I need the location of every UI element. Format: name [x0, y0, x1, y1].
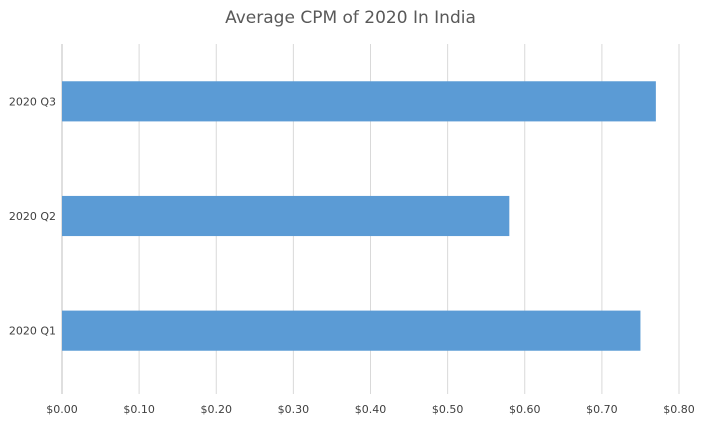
bar	[62, 195, 510, 237]
x-tick-label: $0.50	[432, 403, 464, 416]
category-label: 2020 Q3	[9, 95, 56, 108]
x-tick-label: $0.20	[201, 403, 233, 416]
x-tick-label: $0.10	[123, 403, 155, 416]
bar	[62, 310, 641, 351]
x-tick-label: $0.80	[663, 403, 695, 416]
x-tick-label: $0.70	[586, 403, 618, 416]
x-tick-label: $0.60	[509, 403, 541, 416]
x-tick-label: $0.40	[355, 403, 387, 416]
category-label: 2020 Q2	[9, 210, 56, 223]
x-tick-label: $0.00	[46, 403, 78, 416]
bar	[62, 81, 656, 122]
category-label: 2020 Q1	[9, 325, 56, 338]
x-tick-label: $0.30	[278, 403, 310, 416]
chart-title: Average CPM of 2020 In India	[225, 8, 476, 28]
